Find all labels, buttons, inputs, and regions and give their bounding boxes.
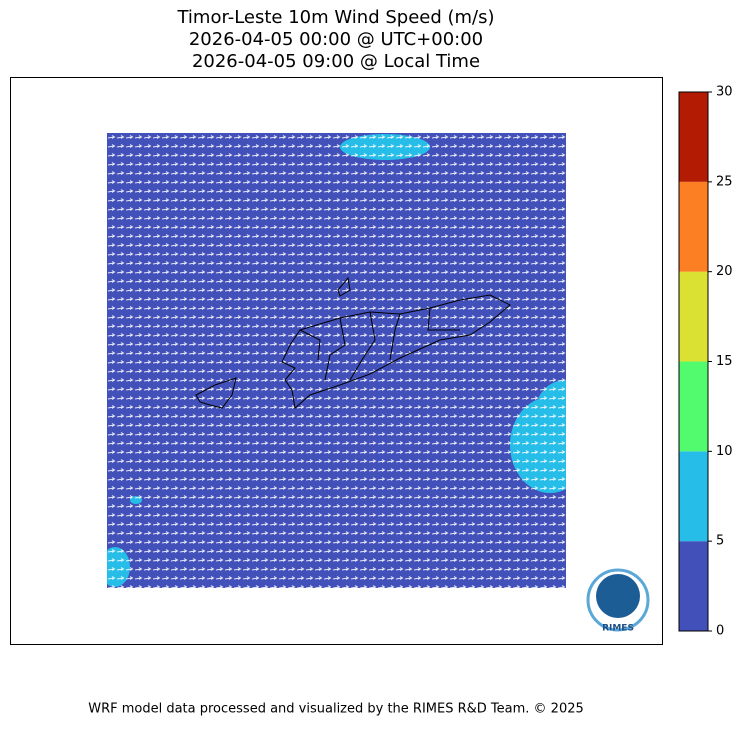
colorbar-tick-label: 10 xyxy=(716,444,733,459)
colorbar-tick-label: 25 xyxy=(716,174,733,189)
colorbar-tick-label: 30 xyxy=(716,85,733,100)
colorbar-band xyxy=(679,92,708,182)
colorbar-band xyxy=(679,451,708,542)
colorbar-tick-label: 20 xyxy=(716,264,733,279)
logo-globe xyxy=(596,574,640,618)
wind-field xyxy=(107,133,566,588)
timor-outline xyxy=(281,294,511,409)
footer: WRF model data processed and visualized … xyxy=(88,702,584,717)
colorbar-band xyxy=(679,541,708,631)
title-line: Timor-Leste 10m Wind Speed (m/s) xyxy=(176,7,494,28)
coastline xyxy=(195,276,511,409)
logo-text: RIMES xyxy=(602,624,634,634)
colorbar-band xyxy=(679,271,708,362)
colorbar-tick-label: 5 xyxy=(716,534,724,549)
colorbar-tick-label: 15 xyxy=(716,354,733,369)
colorbar-band xyxy=(679,361,708,452)
title-line: 2026-04-05 00:00 @ UTC+00:00 xyxy=(189,29,483,50)
wind-arrows xyxy=(107,133,566,588)
logo: RIMES xyxy=(586,568,650,634)
oecusse xyxy=(195,377,237,409)
title-line: 2026-04-05 09:00 @ Local Time xyxy=(192,51,480,72)
colorbar-tick-label: 0 xyxy=(716,624,724,639)
colorbar-band xyxy=(679,181,708,272)
atauro xyxy=(337,276,351,297)
colorbar: 0 5 10 15 20 25 30 xyxy=(678,85,733,639)
district-borders xyxy=(299,307,460,381)
